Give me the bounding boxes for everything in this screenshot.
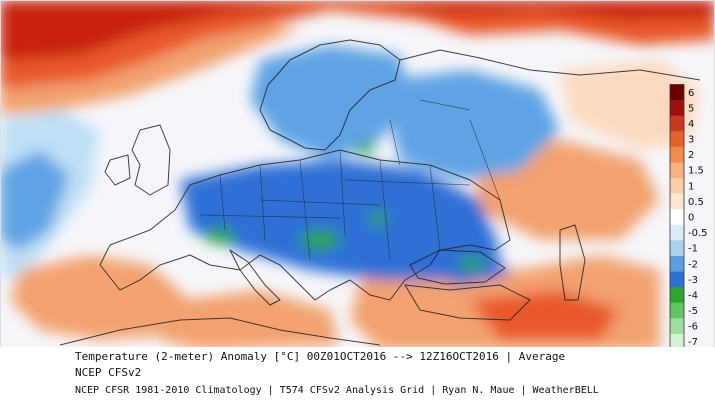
coast-britain <box>131 124 171 196</box>
warm-north-core <box>0 0 715 60</box>
legend-swatch <box>670 255 684 272</box>
coast-scandinavia <box>259 39 401 151</box>
coast-caspian <box>559 224 586 301</box>
legend-swatch <box>670 162 684 179</box>
cold-scandinavia <box>250 45 410 160</box>
legend-swatch <box>670 131 684 148</box>
warm-north-africa <box>160 290 340 350</box>
color-legend: 6 5 4 3 2 1.5 1 0.5 0 -0.5 -1 -2 -3 -4 -5 -6 -7 <box>669 84 708 350</box>
legend-swatch <box>670 178 684 194</box>
legend-label: 0.5 <box>688 197 704 208</box>
legend-swatch <box>670 224 684 241</box>
legend-swatch <box>670 146 684 163</box>
legend-label: 1.5 <box>688 166 704 177</box>
extreme-cold-poland <box>355 142 375 154</box>
legend-label: 2 <box>688 150 694 161</box>
borders-internal <box>199 99 501 261</box>
extreme-cold-balkans <box>300 230 340 250</box>
coast-italy <box>229 249 281 306</box>
legend-label: 6 <box>688 88 694 99</box>
legend-swatch <box>670 302 684 319</box>
coast-ireland <box>104 154 131 186</box>
legend-label: -2 <box>688 259 698 270</box>
mild-east <box>560 60 700 150</box>
legend-swatch <box>670 193 684 210</box>
legend-label: -4 <box>688 290 698 301</box>
legend-label: -5 <box>688 306 698 317</box>
map-caption: Temperature (2-meter) Anomaly [°C] 00Z01… <box>0 347 715 400</box>
legend-label: 0 <box>688 213 694 224</box>
coast-turkey <box>404 284 531 321</box>
legend-swatch <box>670 115 684 132</box>
extreme-cold-caucasus <box>458 257 486 271</box>
legend-swatch <box>670 209 684 226</box>
coast-arctic <box>399 49 701 81</box>
legend-label: -0.5 <box>688 228 708 239</box>
extreme-cold-alps <box>204 228 236 244</box>
legend-swatch <box>670 287 684 304</box>
legend-label: -7 <box>688 337 698 348</box>
caption-title: Temperature (2-meter) Anomaly [°C] 00Z01… <box>75 350 566 363</box>
coast-north-africa <box>59 317 381 346</box>
legend-swatch <box>670 100 684 116</box>
anomaly-field <box>0 0 715 350</box>
cold-atlantic-patch <box>0 150 70 250</box>
extreme-cold-carpathians <box>368 211 388 225</box>
coast-black-sea <box>409 249 506 285</box>
legend-label: -6 <box>688 322 698 333</box>
coastlines <box>59 39 701 346</box>
legend-swatches <box>670 84 684 350</box>
legend-swatch <box>670 333 684 350</box>
legend-label: 5 <box>688 103 694 114</box>
legend-swatch <box>670 271 684 288</box>
legend-label: 3 <box>688 135 694 146</box>
legend-swatch <box>670 240 684 257</box>
legend-swatch <box>670 318 684 335</box>
legend-labels: 6 5 4 3 2 1.5 1 0.5 0 -0.5 -1 -2 -3 -4 -5 -6 -7 <box>688 88 708 348</box>
coast-continent <box>99 149 511 301</box>
legend-label: 4 <box>688 119 694 130</box>
warm-east-core <box>470 290 620 340</box>
caption-credits: NCEP CFSR 1981-2010 Climatology | T574 C… <box>75 385 599 396</box>
warm-north-fringe <box>0 25 300 115</box>
legend-swatch <box>670 84 684 101</box>
legend-label: 1 <box>688 181 694 192</box>
cold-russia <box>380 70 560 180</box>
legend-label: -1 <box>688 244 698 255</box>
legend-label: -3 <box>688 275 698 286</box>
anomaly-map <box>0 0 715 350</box>
caption-model: NCEP CFSv2 <box>75 366 142 379</box>
